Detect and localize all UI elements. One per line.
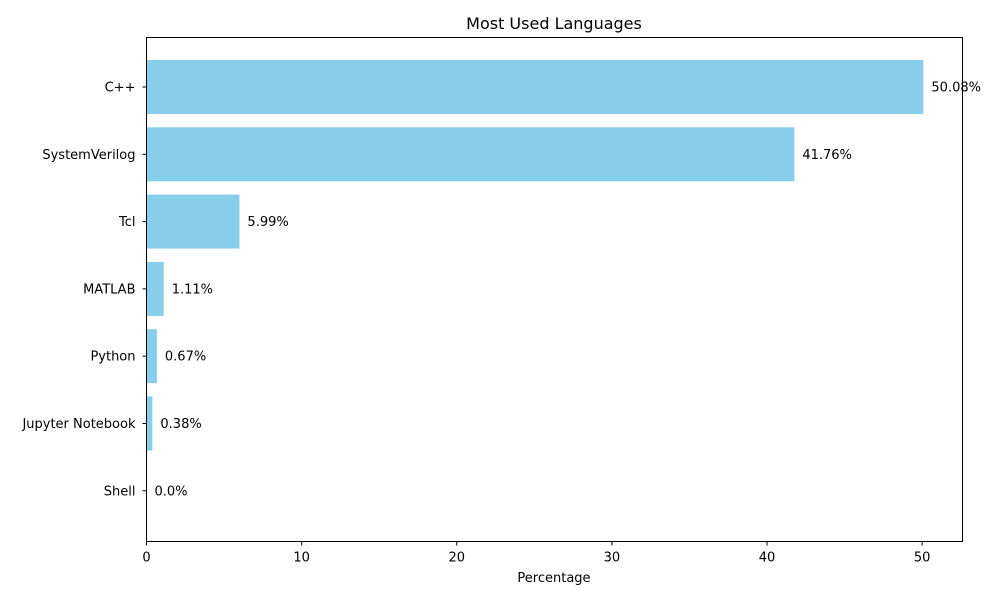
x-tick-label: 40 <box>759 551 776 566</box>
data-label: 50.08% <box>931 81 981 96</box>
data-label: 1.11% <box>172 282 213 297</box>
x-tick-label: 20 <box>448 551 465 566</box>
data-label: 5.99% <box>247 215 288 230</box>
chart-title: Most Used Languages <box>466 14 642 33</box>
y-tick-label: SystemVerilog <box>42 148 135 163</box>
x-tick-label: 30 <box>604 551 621 566</box>
data-label: 0.67% <box>165 350 206 365</box>
bar-python <box>146 329 157 384</box>
bar-c- <box>146 60 924 114</box>
bar-systemverilog <box>146 127 795 182</box>
plot-frame <box>146 37 963 542</box>
x-tick-label: 50 <box>914 551 931 566</box>
data-label: 41.76% <box>802 148 852 163</box>
data-label: 0.38% <box>160 417 201 432</box>
y-tick-label: MATLAB <box>83 282 135 297</box>
y-tick-label: Python <box>90 350 135 365</box>
bars-layer <box>146 60 924 451</box>
bar-jupyter-notebook <box>146 396 153 451</box>
y-tick-label: Jupyter Notebook <box>21 417 136 432</box>
x-tick-label: 10 <box>293 551 310 566</box>
y-tick-label: Shell <box>104 484 136 499</box>
bar-tcl <box>146 194 240 249</box>
y-axis: C++ SystemVerilog Tcl MATLAB Python Jupyter N… <box>21 81 147 499</box>
data-labels-layer: 50.08% 41.76% 5.99% 1.11% 0.67% 0.38% 0.0% <box>155 81 981 500</box>
y-tick-label: Tcl <box>118 215 136 230</box>
x-axis-label: Percentage <box>517 571 590 586</box>
data-label: 0.0% <box>155 484 188 499</box>
y-tick-label: C++ <box>105 81 136 96</box>
x-axis: 0 10 20 30 40 50 <box>142 541 931 566</box>
bar-matlab <box>146 261 164 316</box>
x-tick-label: 0 <box>142 551 150 566</box>
